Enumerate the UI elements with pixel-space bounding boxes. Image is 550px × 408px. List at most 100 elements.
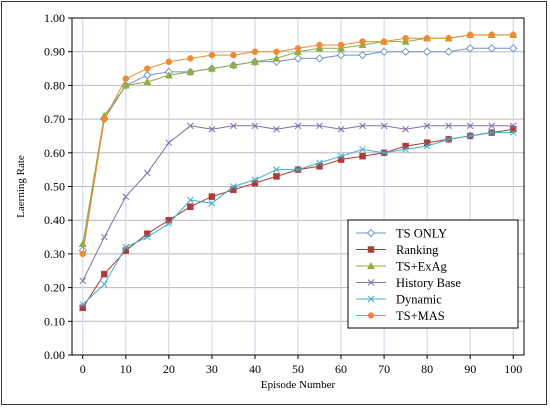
- data-point-marker: [230, 51, 237, 59]
- data-point-marker: [122, 193, 130, 200]
- data-point-marker: [79, 301, 87, 308]
- legend-box: [347, 219, 519, 329]
- data-point-marker: [186, 67, 195, 76]
- data-point-marker: [401, 47, 410, 56]
- data-point-marker: [187, 196, 194, 204]
- data-point-marker: [380, 38, 388, 45]
- data-point-marker: [100, 233, 108, 241]
- data-point-marker: [316, 159, 323, 167]
- data-point-marker: [294, 166, 302, 174]
- data-point-marker: [402, 142, 409, 150]
- data-point-marker: [367, 312, 375, 319]
- data-point-marker: [187, 55, 194, 62]
- y-tick-label: 0.40: [44, 213, 65, 227]
- data-point-marker: [367, 246, 375, 253]
- data-point-marker: [337, 152, 345, 160]
- data-point-marker: [101, 115, 108, 123]
- data-point-marker: [143, 71, 152, 80]
- data-point-marker: [422, 47, 432, 56]
- data-point-marker: [445, 34, 452, 42]
- y-tick-label: 0.50: [44, 180, 65, 194]
- data-point-marker: [509, 122, 517, 130]
- data-point-marker: [487, 44, 496, 53]
- data-point-marker: [165, 58, 173, 66]
- legend-label: TS+MAS: [396, 309, 445, 323]
- data-point-marker: [444, 47, 453, 56]
- legend-label: TS+ExAg: [396, 260, 448, 274]
- data-point-marker: [208, 125, 216, 133]
- data-point-marker: [273, 125, 280, 133]
- data-point-marker: [251, 179, 259, 187]
- x-axis-title: Episode Number: [261, 379, 336, 391]
- data-point-marker: [509, 129, 517, 136]
- legend-item: TS+MAS: [356, 309, 445, 323]
- x-tick-label: 20: [163, 362, 175, 376]
- data-point-marker: [367, 295, 375, 303]
- series-dynamic: [79, 129, 517, 308]
- data-point-marker: [315, 54, 324, 63]
- data-point-marker: [251, 176, 259, 184]
- data-point-marker: [379, 47, 389, 56]
- data-point-marker: [445, 135, 453, 143]
- data-point-marker: [466, 122, 474, 130]
- data-point-marker: [316, 41, 323, 49]
- data-point-marker: [367, 279, 375, 286]
- data-point-marker: [294, 122, 302, 130]
- series-history-base: [79, 122, 517, 285]
- x-tick-label: 100: [504, 362, 522, 376]
- data-point-marker: [294, 45, 302, 52]
- data-point-marker: [336, 50, 346, 60]
- data-point-marker: [488, 122, 496, 130]
- data-point-marker: [230, 183, 237, 190]
- data-point-marker: [423, 34, 431, 42]
- data-point-marker: [79, 277, 87, 285]
- x-tick-label: 80: [421, 362, 433, 376]
- y-tick-label: 0.70: [44, 112, 65, 126]
- y-axis-title: Laerning Rate: [15, 155, 27, 218]
- data-point-marker: [121, 81, 130, 89]
- y-tick-label: 0.80: [44, 78, 65, 92]
- series-ts-mas: [79, 31, 517, 258]
- data-point-marker: [509, 44, 518, 53]
- data-point-marker: [366, 228, 376, 238]
- data-point-marker: [380, 122, 388, 130]
- data-point-marker: [251, 122, 259, 130]
- data-point-marker: [208, 193, 216, 200]
- data-point-marker: [359, 122, 366, 130]
- legend-item: TS+ExAg: [356, 260, 448, 274]
- data-point-marker: [273, 173, 280, 180]
- data-point-marker: [208, 51, 216, 59]
- data-point-marker: [230, 122, 237, 130]
- data-point-marker: [187, 122, 194, 130]
- data-point-marker: [359, 146, 366, 153]
- data-point-marker: [273, 48, 280, 55]
- data-point-marker: [250, 57, 259, 65]
- y-tick-label: 1.00: [44, 11, 65, 25]
- data-point-marker: [445, 122, 453, 130]
- x-tick-label: 30: [206, 362, 218, 376]
- data-point-marker: [423, 139, 431, 146]
- legend-label: History Base: [396, 276, 461, 290]
- data-point-marker: [79, 304, 87, 312]
- data-point-marker: [143, 169, 151, 177]
- data-point-marker: [316, 163, 323, 170]
- y-axis-ticks: 0.00 0.10 0.20 0.30 0.40 0.50 0.60 0.70 0.80 0.90…: [44, 11, 72, 362]
- series-group: [78, 30, 518, 312]
- data-point-marker: [273, 166, 280, 174]
- data-point-marker: [359, 152, 366, 160]
- data-point-marker: [402, 125, 409, 133]
- data-point-marker: [144, 65, 151, 72]
- data-point-marker: [337, 156, 345, 163]
- data-point-marker: [293, 54, 303, 63]
- x-tick-label: 50: [292, 362, 304, 376]
- x-tick-label: 10: [120, 362, 132, 376]
- data-point-marker: [465, 44, 475, 53]
- data-point-marker: [122, 75, 130, 82]
- y-tick-label: 0.30: [44, 247, 65, 261]
- data-point-marker: [359, 38, 366, 45]
- legend-item: Ranking: [356, 243, 439, 257]
- legend: TS ONLY Ranking TS+ExAg History Base Dynamic…: [347, 219, 519, 329]
- data-point-marker: [509, 125, 517, 133]
